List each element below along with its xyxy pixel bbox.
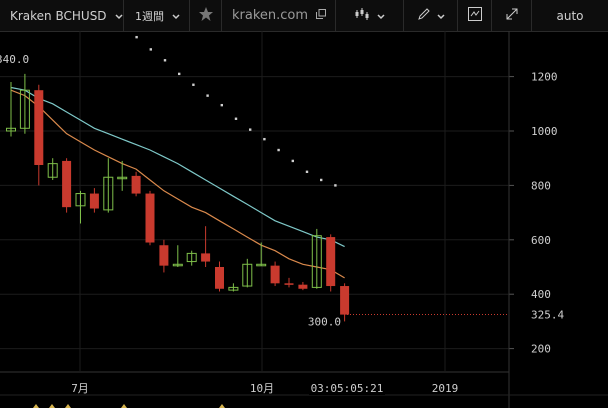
candle-body bbox=[326, 237, 336, 287]
candle-body bbox=[172, 263, 183, 267]
ma-slow-line bbox=[10, 86, 345, 248]
candle-body bbox=[270, 265, 280, 284]
candle-body bbox=[145, 193, 155, 243]
event-marker-icon bbox=[121, 404, 127, 408]
candle-body bbox=[131, 175, 141, 194]
star-icon bbox=[198, 6, 214, 25]
y-tick-label: 400 bbox=[531, 288, 551, 301]
y-tick-label: 200 bbox=[531, 343, 551, 356]
psar-dot bbox=[320, 178, 323, 182]
candle-body bbox=[298, 284, 308, 289]
chart-style-selector[interactable] bbox=[336, 0, 404, 31]
candle-body bbox=[201, 253, 211, 262]
indicators-button[interactable] bbox=[458, 0, 492, 31]
ma-fast-line bbox=[10, 89, 345, 279]
y-tick-label: 600 bbox=[531, 234, 551, 247]
psar-dot bbox=[206, 94, 209, 97]
crosshair-time-bg bbox=[309, 377, 385, 395]
candle-body bbox=[311, 235, 322, 288]
last-price-label: 325.4 bbox=[531, 308, 564, 321]
candle-body bbox=[103, 176, 114, 211]
candle-body bbox=[6, 127, 16, 132]
candle-body bbox=[159, 245, 169, 266]
y-tick-label: 1000 bbox=[531, 125, 558, 138]
candle-body bbox=[62, 160, 72, 208]
psar-dot bbox=[291, 159, 294, 163]
psar-dot bbox=[135, 35, 138, 39]
crosshair-time-label: 03:05:05:21 bbox=[311, 382, 384, 395]
psar-dot bbox=[249, 128, 252, 131]
candle-body bbox=[19, 89, 30, 129]
psar-dot bbox=[277, 148, 280, 152]
candle-body bbox=[340, 286, 350, 315]
candles-icon bbox=[355, 8, 371, 23]
time-tick-label: 10月 bbox=[250, 382, 274, 395]
chevron-down-icon bbox=[172, 9, 180, 23]
y-tick-label: 1200 bbox=[531, 71, 558, 84]
psar-dot bbox=[163, 59, 167, 62]
candle-body bbox=[284, 283, 294, 285]
candle-body bbox=[47, 163, 58, 178]
psar-dot bbox=[192, 83, 195, 86]
popout-icon bbox=[316, 8, 327, 23]
price-chart[interactable]: 1400120010008006004002007月10月201903:05:0… bbox=[0, 31, 608, 408]
chart-toolbar: Kraken BCHUSD 1週間 kraken.com bbox=[0, 0, 608, 32]
candle-body bbox=[242, 263, 253, 287]
favorite-button[interactable] bbox=[190, 0, 222, 31]
candle-body bbox=[215, 267, 224, 289]
chevron-down-icon bbox=[115, 9, 123, 23]
scale-mode-button[interactable]: auto bbox=[532, 0, 608, 31]
interval-label: 1週間 bbox=[135, 9, 164, 23]
candle-body bbox=[75, 193, 86, 207]
chevron-down-icon bbox=[436, 9, 445, 23]
candle-body bbox=[34, 90, 44, 165]
candle-body bbox=[117, 176, 128, 180]
low-price-label: 300.0 bbox=[308, 315, 341, 328]
site-link[interactable]: kraken.com bbox=[222, 0, 336, 31]
chart-canvas[interactable]: 1400120010008006004002007月10月201903:05:0… bbox=[0, 31, 608, 408]
candle-body bbox=[89, 193, 99, 209]
high-price-label: 340.0 bbox=[0, 53, 29, 66]
candle-body bbox=[186, 252, 197, 263]
candle-body bbox=[256, 263, 267, 267]
event-marker-icon bbox=[65, 404, 71, 408]
interval-selector[interactable]: 1週間 bbox=[124, 0, 190, 31]
psar-dot bbox=[220, 103, 223, 107]
drawing-tools-selector[interactable] bbox=[404, 0, 458, 31]
event-marker-icon bbox=[33, 404, 39, 408]
event-marker-icon bbox=[49, 404, 55, 408]
psar-dot bbox=[305, 170, 309, 173]
symbol-selector[interactable]: Kraken BCHUSD bbox=[0, 0, 124, 31]
expand-icon bbox=[506, 8, 518, 23]
time-tick-label: 7月 bbox=[71, 382, 89, 395]
candle-body bbox=[228, 286, 239, 291]
pencil-icon bbox=[417, 7, 431, 24]
y-tick-label: 800 bbox=[531, 179, 551, 192]
fullscreen-button[interactable] bbox=[492, 0, 532, 31]
psar-dot bbox=[149, 48, 152, 51]
psar-dot bbox=[178, 72, 181, 76]
site-label: kraken.com bbox=[232, 8, 309, 23]
time-tick-label: 2019 bbox=[432, 382, 459, 395]
psar-dot bbox=[334, 184, 337, 187]
psar-dot bbox=[234, 117, 238, 120]
event-marker-icon bbox=[219, 404, 225, 408]
chevron-down-icon bbox=[376, 9, 385, 23]
symbol-label: Kraken BCHUSD bbox=[10, 8, 107, 23]
indicator-icon bbox=[467, 7, 482, 24]
psar-dot bbox=[263, 137, 266, 141]
scale-mode-label: auto bbox=[556, 8, 584, 23]
